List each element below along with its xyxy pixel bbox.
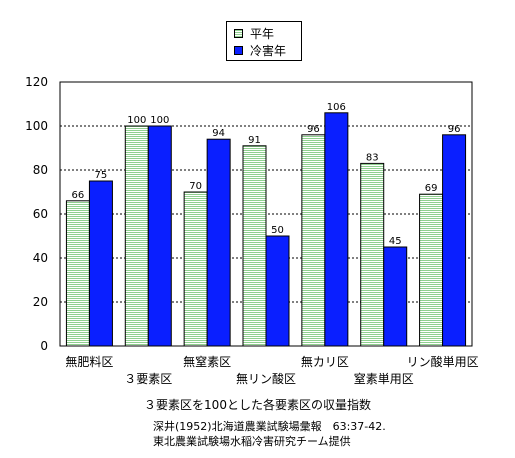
bars	[65, 112, 467, 347]
chart-caption: ３要素区を100とした各要素区の収量指数	[144, 398, 371, 412]
bar-cold-year-0	[88, 180, 113, 347]
data-label-normal-year-3: 91	[248, 135, 261, 146]
bar-cold-year-3	[265, 235, 290, 347]
bar-normal-year-2	[183, 191, 208, 347]
legend: 平年 冷害年	[226, 21, 302, 61]
bar-normal-year-3	[242, 145, 267, 347]
legend-item-normal-year: 平年	[234, 26, 275, 41]
data-label-cold-year-0: 75	[95, 170, 108, 181]
y-tick-label-0: 0	[40, 339, 48, 353]
legend-swatch-cold-year	[234, 45, 243, 55]
y-tick-label-80: 80	[33, 163, 48, 177]
x-tick-label-3: 無リン酸区	[236, 371, 296, 386]
y-tick-label-20: 20	[33, 295, 48, 309]
plot-frame	[59, 81, 473, 347]
data-label-cold-year-1: 100	[150, 115, 169, 126]
bar-normal-year-5	[360, 162, 385, 347]
y-tick-label-120: 120	[25, 75, 48, 89]
bar-cold-year-4	[324, 112, 349, 347]
data-label-normal-year-6: 69	[425, 183, 438, 194]
source-citation: 深井(1952)北海道農業試験場彙報 63:37-42.	[153, 420, 386, 433]
bar-cold-year-6	[442, 134, 467, 347]
source-provider: 東北農業試験場水稲冷害研究チーム提供	[153, 435, 351, 448]
bar-cold-year-2	[206, 138, 231, 347]
x-tick-label-1: ３要素区	[124, 372, 172, 386]
x-tick-label-4: 無カリ区	[301, 354, 349, 369]
data-label-cold-year-4: 106	[327, 102, 346, 113]
data-label-normal-year-5: 83	[366, 152, 379, 163]
x-tick-label-6: リン酸単用区	[407, 354, 479, 369]
bar-cold-year-5	[383, 246, 408, 347]
data-label-cold-year-5: 45	[389, 236, 402, 247]
data-label-normal-year-4: 96	[307, 124, 320, 135]
legend-item-cold-year: 冷害年	[234, 43, 287, 58]
y-tick-label-40: 40	[33, 251, 48, 265]
bar-normal-year-1	[124, 125, 149, 347]
data-label-normal-year-0: 66	[72, 190, 85, 201]
bar-cold-year-1	[147, 125, 172, 347]
data-label-cold-year-2: 94	[212, 128, 225, 139]
legend-label-normal-year: 平年	[250, 26, 275, 41]
y-tick-label-60: 60	[33, 207, 48, 221]
data-label-cold-year-3: 50	[271, 225, 284, 236]
data-label-cold-year-6: 96	[448, 124, 461, 135]
bar-normal-year-4	[301, 134, 326, 347]
x-tick-label-2: 無窒素区	[183, 354, 231, 369]
legend-swatch-normal-year	[234, 28, 243, 38]
bar-normal-year-6	[419, 193, 444, 347]
x-tick-label-5: 窒素単用区	[354, 371, 414, 386]
y-tick-label-100: 100	[25, 119, 48, 133]
legend-label-cold-year: 冷害年	[250, 43, 287, 58]
y-axis-ticks: 0 20 40 60 80 100 120	[25, 75, 48, 353]
data-labels: 66 100 70 91 96 83 69 75 100 94 50 106 45 96	[72, 102, 461, 247]
bar-normal-year-0	[65, 200, 90, 347]
x-tick-label-0: 無肥料区	[65, 354, 113, 369]
data-label-normal-year-1: 100	[127, 115, 146, 126]
data-label-normal-year-2: 70	[189, 181, 202, 192]
